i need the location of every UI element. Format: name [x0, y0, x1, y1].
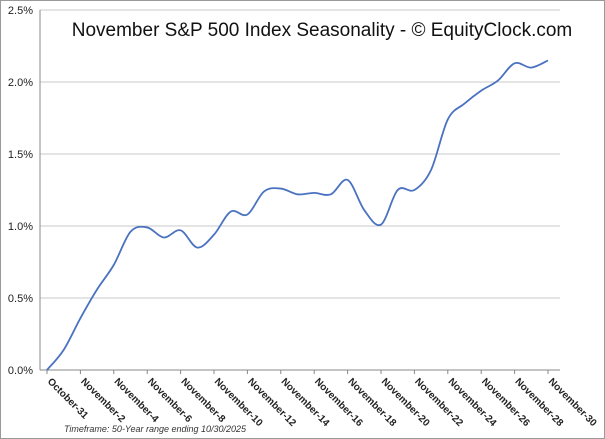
chart-title: November S&P 500 Index Seasonality - © E… — [72, 20, 573, 41]
y-tick-label: 1.5% — [8, 149, 33, 161]
y-tick-label: 0.5% — [8, 293, 33, 305]
footnote: Timeframe: 50-Year range ending 10/30/20… — [64, 424, 247, 434]
y-tick-label: 2.0% — [8, 77, 33, 89]
series-line — [46, 59, 549, 371]
y-tick-label: 1.0% — [8, 221, 33, 233]
y-tick-label: 0.0% — [8, 365, 33, 377]
y-tick-label: 2.5% — [8, 5, 33, 17]
